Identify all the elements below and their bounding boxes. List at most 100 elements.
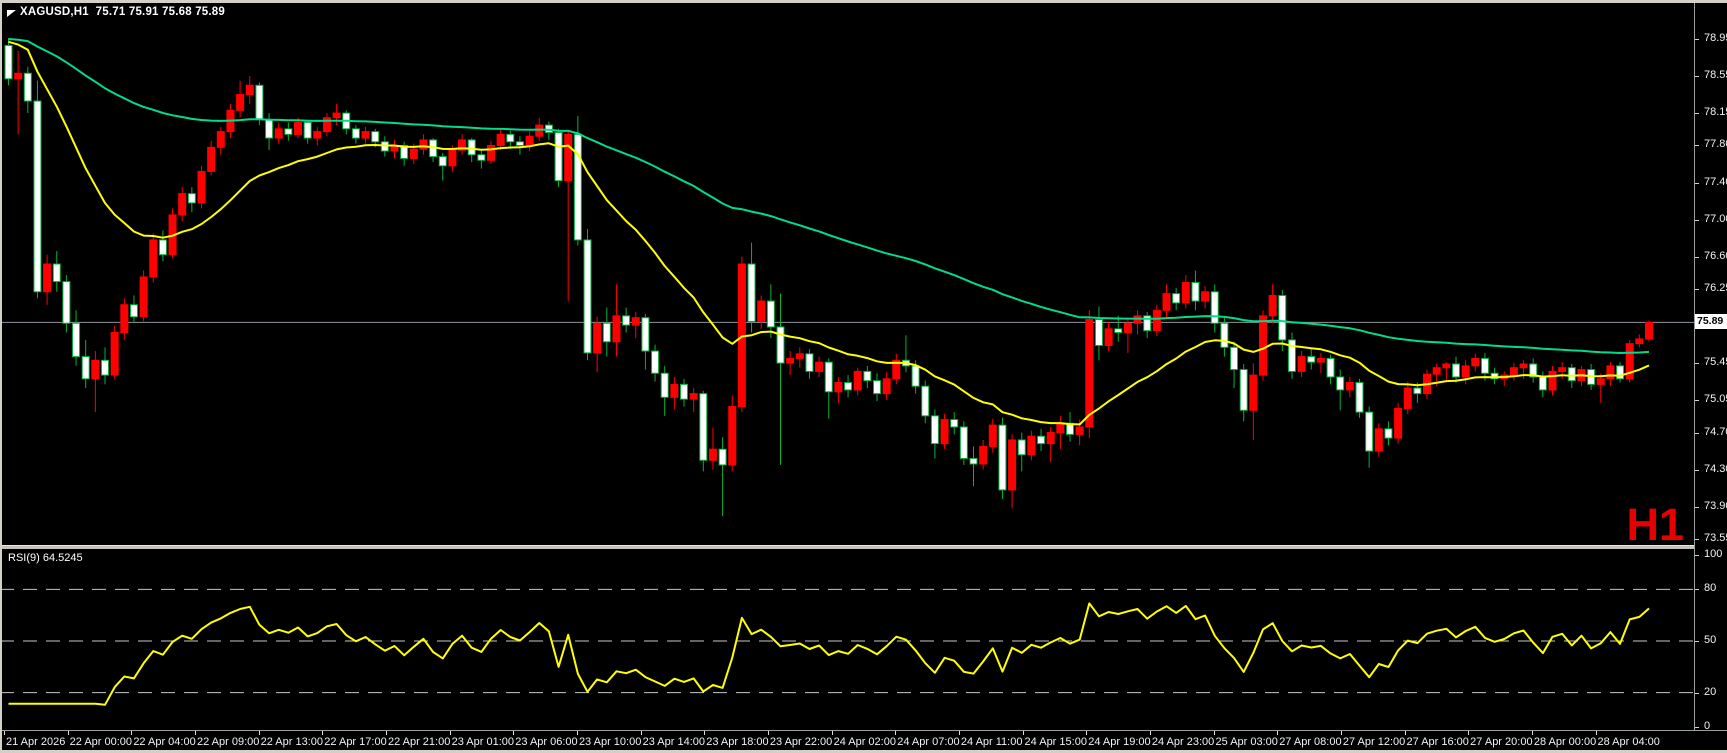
candle [110,332,119,376]
time-axis-label: 22 Apr 04:00 [133,736,196,748]
price-axis-tick [1695,506,1699,508]
time-axis-tick [67,731,69,735]
time-axis-label: 24 Apr 23:00 [1151,736,1215,748]
candle [1210,291,1219,324]
candle [747,263,756,322]
time-axis[interactable]: 21 Apr 2026 22 Apr 00:00 22 Apr 04:00 22 Ap… [0,730,1727,750]
candle [525,135,534,146]
main-chart-pane[interactable]: XAGUSD,H1 75.71 75.91 75.68 75.89 H1 [0,3,1694,546]
pane-divider[interactable] [0,545,1727,549]
time-axis-label: 22 Apr 00:00 [69,736,133,748]
time-axis-tick [449,731,451,735]
rsi-axis-label: 0 [1704,720,1711,732]
candle [834,382,843,393]
price-axis-label: 76.60 [1704,249,1727,262]
time-axis-tick [831,731,833,735]
candle [1471,357,1480,367]
time-axis-tick [258,731,260,735]
candle [1509,367,1518,376]
chart-title-text: XAGUSD,H1 75.71 75.91 75.68 75.89 [20,6,225,18]
time-axis-label: 25 Apr 03:00 [1215,736,1278,748]
price-axis-label: 74.30 [1704,462,1727,475]
rsi-indicator-pane[interactable]: RSI(9) 64.5245 [0,549,1694,730]
candle [1596,378,1605,385]
time-axis-tick [131,731,133,735]
time-axis-tick [1404,731,1406,735]
price-axis-tick [1695,219,1699,221]
time-axis-label: 24 Apr 19:00 [1088,736,1151,748]
candle [1201,291,1210,302]
time-axis-tick [767,731,769,735]
candle [1635,338,1644,345]
current-price-box: 75.89 [1695,314,1727,330]
candle [1181,282,1190,304]
candle [824,361,833,393]
candle [14,72,23,80]
candle [969,457,978,465]
price-axis-label: 78.95 [1704,32,1727,44]
candle [1152,309,1161,332]
time-axis-label: 27 Apr 20:00 [1470,736,1533,748]
price-axis[interactable]: 75.89 78.95 78.55 78.15 77.80 77.40 77.00 76.6… [1694,3,1727,732]
candle [921,385,930,417]
candle [1056,422,1065,434]
candle [786,357,795,364]
candle [284,128,293,135]
candle [728,406,737,466]
rsi-axis-label: 50 [1704,634,1717,646]
candle [853,370,862,391]
candle [1480,357,1489,374]
price-axis-label: 73.90 [1704,499,1727,512]
price-axis-label: 78.55 [1704,69,1727,82]
candle [1490,372,1499,380]
candle [1345,382,1354,391]
time-axis-tick [895,731,897,735]
candle [882,378,891,395]
price-axis-tick [1695,539,1699,540]
candle [1384,428,1393,439]
candle [1403,387,1412,409]
price-axis-tick [1695,182,1699,184]
candle [776,326,785,364]
time-axis-label: 27 Apr 12:00 [1342,736,1406,748]
candle [72,322,81,358]
candle [1336,376,1345,391]
time-axis-label: 23 Apr 10:00 [578,736,642,748]
candle [197,170,206,204]
candle [988,424,997,447]
candle [448,149,457,167]
candle [496,133,505,146]
time-axis-label: 23 Apr 01:00 [451,736,514,748]
candle [757,300,766,322]
time-axis-tick [1340,731,1342,735]
price-axis-label: 74.70 [1704,425,1727,438]
candle [930,415,939,445]
time-axis-tick [1468,731,1470,735]
candle [1625,343,1634,380]
candle [467,139,476,156]
candle [1191,282,1200,302]
time-axis-tick [194,731,196,735]
rsi-axis-tick [1695,692,1699,694]
candle [1085,319,1094,428]
time-axis-label: 28 Apr 00:00 [1533,736,1597,748]
time-axis-label: 24 Apr 11:00 [960,736,1023,748]
candle [535,124,544,137]
candle [1567,367,1576,382]
candle [371,131,380,143]
time-axis-label: 27 Apr 08:00 [1279,736,1342,748]
candle [1162,293,1171,311]
candle [313,131,322,139]
candle [1413,387,1422,395]
candle [670,383,679,398]
candle [351,128,360,139]
time-axis-label: 23 Apr 22:00 [769,736,833,748]
candle [583,239,592,354]
candle [1394,407,1403,439]
candle [1114,328,1123,334]
ma-fast-line [8,40,1650,426]
rsi-axis-tick [1695,555,1699,556]
rsi-axis-label: 100 [1704,548,1723,560]
candle [573,133,582,241]
